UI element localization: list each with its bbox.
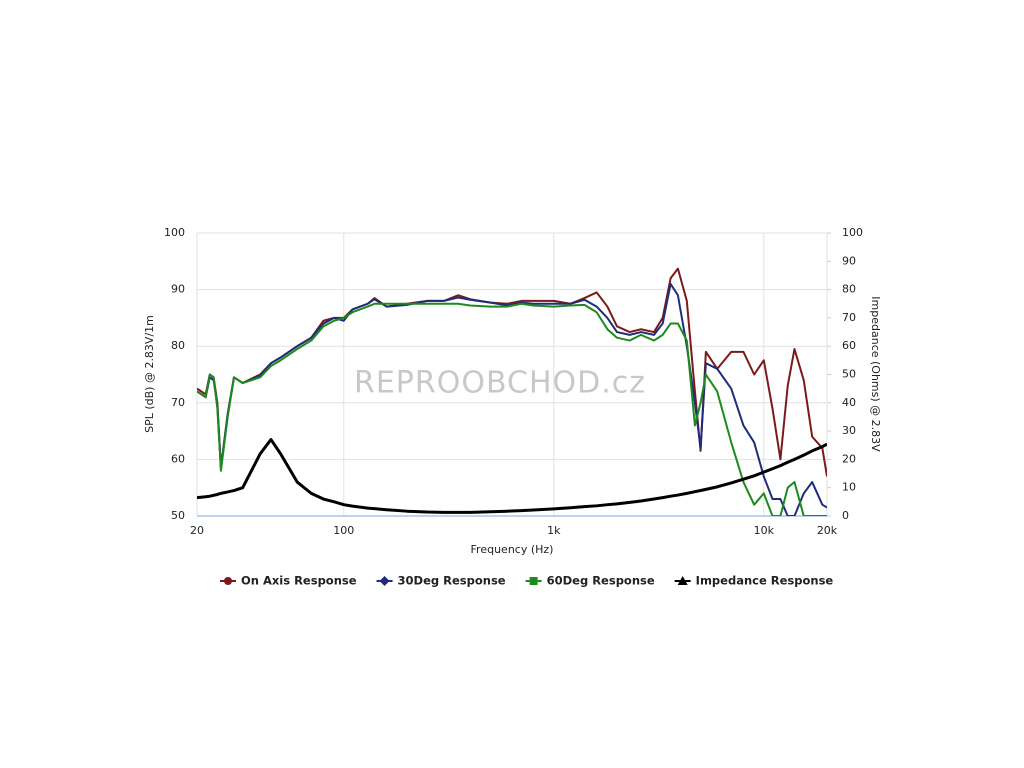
legend-label: On Axis Response xyxy=(241,574,357,588)
series-line xyxy=(197,302,827,516)
legend-marker xyxy=(224,577,232,585)
legend: On Axis Response 30Deg Response 60Deg Resp… xyxy=(220,574,833,588)
x-tick-label: 1k xyxy=(547,524,561,537)
y2-tick-label: 90 xyxy=(842,254,856,267)
y2-tick-label: 100 xyxy=(842,226,863,239)
y-axis-label: SPL (dB) @ 2.83V/1m xyxy=(143,315,156,433)
y-tick-label: 60 xyxy=(171,452,185,465)
x-tick-label: 20 xyxy=(190,524,204,537)
legend-item: 30Deg Response xyxy=(376,574,506,588)
plot-area xyxy=(197,267,827,516)
y-tick-label: 80 xyxy=(171,339,185,352)
legend-marker xyxy=(677,576,688,585)
y2-axis-label: Impedance (Ohms) @ 2.83V xyxy=(869,296,882,452)
legend-marker xyxy=(529,577,538,585)
y2-tick-label: 80 xyxy=(842,283,856,296)
y2-tick-label: 60 xyxy=(842,339,856,352)
y2-tick-label: 10 xyxy=(842,481,856,494)
legend-label: Impedance Response xyxy=(696,574,834,588)
y2-tick-label: 0 xyxy=(842,509,849,522)
legend-label: 60Deg Response xyxy=(547,574,655,588)
y-tick-label: 70 xyxy=(171,396,185,409)
legend-marker xyxy=(379,576,390,586)
series-line xyxy=(197,438,827,514)
series-line xyxy=(197,282,827,516)
y2-tick-label: 30 xyxy=(842,424,856,437)
watermark: REPROOBCHOD.cz xyxy=(354,366,646,401)
x-tick-label: 10k xyxy=(754,524,775,537)
x-tick-label: 20k xyxy=(817,524,838,537)
y-tick-label: 90 xyxy=(171,283,185,296)
x-axis-label: Frequency (Hz) xyxy=(471,543,554,556)
y-tick-label: 50 xyxy=(171,509,185,522)
x-tick-label: 100 xyxy=(333,524,354,537)
legend-item: 60Deg Response xyxy=(525,574,655,588)
legend-item: On Axis Response xyxy=(220,574,357,588)
legend-item: Impedance Response xyxy=(674,574,834,588)
y2-tick-label: 70 xyxy=(842,311,856,324)
y-tick-label: 100 xyxy=(164,226,185,239)
legend-label: 30Deg Response xyxy=(398,574,506,588)
y2-tick-label: 20 xyxy=(842,452,856,465)
y2-tick-label: 40 xyxy=(842,396,856,409)
y2-tick-label: 50 xyxy=(842,368,856,381)
